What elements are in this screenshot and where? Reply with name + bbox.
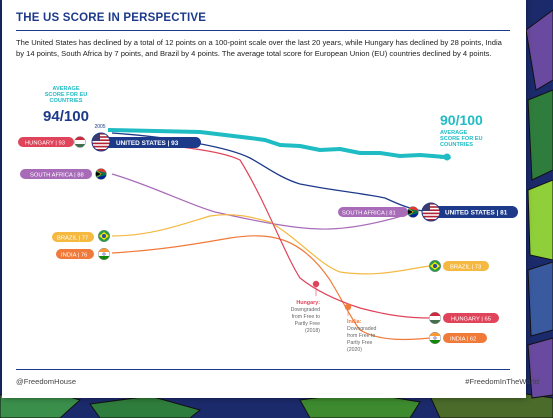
intro-paragraph: The United States has declined by a tota… [16,38,502,58]
hungary-annotation: Hungary: Downgraded from Free to Partly … [291,300,321,334]
start-labels: HUNGARY | 93 UNITED STATES | 93 [18,132,201,261]
end-labels: SOUTH AFRICA | 81 UNITED STATES | 81 [338,202,518,345]
hungary-flag-start-icon [74,136,86,148]
india-flag-start-icon [97,247,111,261]
label-india-end: INDIA | 62 [450,337,476,343]
label-us-start: UNITED STATES | 93 [116,140,179,147]
india-annotation-line-4: (2020) [347,347,362,353]
label-us-start-bg [96,137,201,148]
south-africa-flag-end-icon [407,206,419,218]
label-hungary-end: HUNGARY | 65 [451,317,491,323]
label-brazil-start: BRAZIL | 77 [57,236,88,242]
india-annotation-title: India: [347,319,362,325]
line-india [111,235,431,341]
eu-start-caption-3: COUNTRIES [50,98,83,104]
label-hungary-start: HUNGARY | 93 [25,141,65,147]
label-south-africa-end: SOUTH AFRICA | 81 [342,211,396,217]
eu-end-year: 2025 [440,155,451,161]
eu-start-caption-2: SCORE FOR EU [45,92,88,98]
india-annotation: India: Downgraded from Free to Partly Fr… [347,319,377,353]
line-us [111,132,431,213]
hungary-annotation-line-3: Partly Free [295,321,320,327]
eu-end-caption-2: SCORE FOR EU [440,136,483,142]
label-brazil-end-bg [443,261,489,271]
label-brazil-end: BRAZIL | 73 [450,265,481,271]
label-india-start: INDIA | 76 [61,253,87,259]
line-brazil [111,214,431,275]
eu-start-caption: AVERAGE SCORE FOR EU COUNTRIES 94/100 20… [43,86,106,130]
hungary-flag-end-icon [428,311,442,325]
eu-end-caption-1: AVERAGE [440,130,468,136]
india-flag-end-icon [428,331,442,345]
hungary-annotation-title: Hungary: [296,300,320,306]
label-us-end: UNITED STATES | 81 [445,210,508,217]
india-annotation-line-3: Partly Free [347,340,372,346]
label-brazil-start-bg [52,232,94,242]
south-africa-flag-start-icon [95,168,107,180]
label-hungary-start-bg [18,137,74,147]
eu-end-caption-3: COUNTRIES [440,142,473,148]
us-flag-start-icon [91,132,111,152]
india-downgrade-dot [344,303,352,311]
line-eu [107,128,446,159]
eu-start-caption-1: AVERAGE [52,86,80,92]
eu-start-score: 94/100 [43,108,89,125]
footer-divider [16,369,510,370]
footer-handle[interactable]: @FreedomHouse [16,377,77,386]
line-hungary [111,140,431,319]
label-hungary-end-bg [443,313,499,323]
eu-start-year: 2005 [94,124,105,130]
hungary-downgrade-dot [312,280,320,288]
eu-end-caption: 90/100 AVERAGE SCORE FOR EU COUNTRIES 20… [440,112,483,161]
hungary-annotation-line-4: (2018) [305,328,320,334]
series-lines [107,128,446,341]
brazil-flag-start-icon [97,229,111,243]
eu-end-score: 90/100 [440,112,483,128]
label-south-africa-start-bg [20,169,92,179]
eu-end-dot [443,153,451,161]
label-south-africa-start: SOUTH AFRICA | 88 [30,173,84,179]
hungary-annotation-line-1: Downgraded [291,307,321,313]
infographic-card [2,0,526,398]
label-india-start-bg [56,249,94,259]
brazil-flag-end-icon [428,259,442,273]
title-divider [16,30,510,31]
label-south-africa-end-bg [338,207,408,217]
label-us-end-bg [428,206,518,218]
label-india-end-bg [443,333,487,343]
india-annotation-line-2: from Free to [347,333,375,339]
india-annotation-line-1: Downgraded [347,326,377,332]
footer-hashtag[interactable]: #FreedomInTheWorld [465,377,539,386]
hungary-annotation-line-2: from Free to [292,314,320,320]
page-title: THE US SCORE IN PERSPECTIVE [16,12,207,24]
us-flag-end-icon [421,202,441,222]
